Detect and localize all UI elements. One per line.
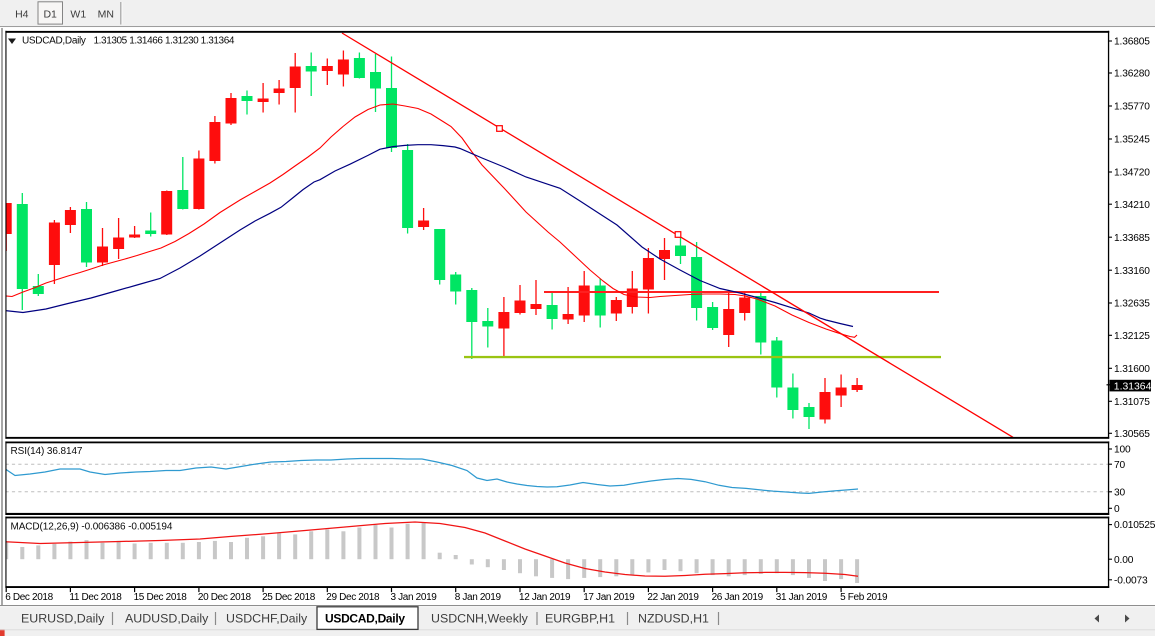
svg-text:1.36805: 1.36805 — [1114, 37, 1150, 48]
svg-text:6 Dec 2018: 6 Dec 2018 — [5, 592, 53, 603]
svg-text:USDCAD,Daily: USDCAD,Daily — [22, 36, 86, 47]
svg-text:AUDUSD,Daily: AUDUSD,Daily — [125, 612, 209, 626]
svg-text:12 Jan 2019: 12 Jan 2019 — [519, 592, 571, 603]
svg-text:0.010525: 0.010525 — [1114, 520, 1155, 531]
svg-text:1.32125: 1.32125 — [1114, 331, 1150, 342]
svg-text:-0.0073: -0.0073 — [1114, 575, 1148, 586]
svg-text:0.00: 0.00 — [1114, 555, 1134, 566]
svg-text:USDCAD,Daily: USDCAD,Daily — [325, 612, 405, 626]
svg-text:USDCHF,Daily: USDCHF,Daily — [226, 612, 308, 626]
svg-text:W1: W1 — [70, 8, 86, 20]
svg-text:8 Jan 2019: 8 Jan 2019 — [455, 592, 502, 603]
svg-text:MACD(12,26,9) -0.006386 -0.005: MACD(12,26,9) -0.006386 -0.005194 — [11, 521, 173, 532]
svg-text:D1: D1 — [43, 8, 57, 20]
svg-text:5 Feb 2019: 5 Feb 2019 — [840, 592, 888, 603]
svg-text:RSI(14) 36.8147: RSI(14) 36.8147 — [11, 446, 83, 457]
svg-text:EURUSD,Daily: EURUSD,Daily — [21, 612, 105, 626]
svg-text:1.35245: 1.35245 — [1114, 135, 1150, 146]
svg-text:USDCNH,Weekly: USDCNH,Weekly — [431, 612, 529, 626]
svg-text:1.31305 1.31466 1.31230 1.3136: 1.31305 1.31466 1.31230 1.31364 — [94, 36, 235, 47]
svg-text:1.30565: 1.30565 — [1114, 429, 1150, 440]
svg-text:1.31600: 1.31600 — [1114, 364, 1150, 375]
svg-text:15 Dec 2018: 15 Dec 2018 — [134, 592, 188, 603]
svg-text:1.31075: 1.31075 — [1114, 397, 1150, 408]
svg-text:70: 70 — [1114, 460, 1126, 471]
svg-text:1.31364: 1.31364 — [1114, 381, 1152, 392]
svg-text:H4: H4 — [15, 8, 29, 20]
svg-text:1.34210: 1.34210 — [1114, 200, 1150, 211]
svg-text:26 Jan 2019: 26 Jan 2019 — [712, 592, 764, 603]
svg-text:1.35770: 1.35770 — [1114, 102, 1150, 113]
svg-text:MN: MN — [98, 8, 114, 20]
svg-text:EURGBP,H1: EURGBP,H1 — [545, 612, 615, 626]
svg-text:22 Jan 2019: 22 Jan 2019 — [647, 592, 699, 603]
svg-text:100: 100 — [1114, 445, 1131, 456]
svg-text:30: 30 — [1114, 487, 1126, 498]
svg-text:25 Dec 2018: 25 Dec 2018 — [262, 592, 316, 603]
svg-text:1.33685: 1.33685 — [1114, 233, 1150, 244]
svg-text:29 Dec 2018: 29 Dec 2018 — [326, 592, 380, 603]
svg-text:17 Jan 2019: 17 Jan 2019 — [583, 592, 635, 603]
svg-text:20 Dec 2018: 20 Dec 2018 — [198, 592, 252, 603]
svg-text:1.36280: 1.36280 — [1114, 69, 1150, 80]
svg-text:3 Jan 2019: 3 Jan 2019 — [391, 592, 438, 603]
svg-text:31 Jan 2019: 31 Jan 2019 — [776, 592, 828, 603]
svg-text:1.34720: 1.34720 — [1114, 168, 1150, 179]
svg-text:0: 0 — [1114, 504, 1120, 515]
svg-text:1.33160: 1.33160 — [1114, 266, 1150, 277]
svg-text:1.32635: 1.32635 — [1114, 299, 1150, 310]
svg-text:11 Dec 2018: 11 Dec 2018 — [69, 592, 122, 603]
svg-text:NZDUSD,H1: NZDUSD,H1 — [638, 612, 709, 626]
